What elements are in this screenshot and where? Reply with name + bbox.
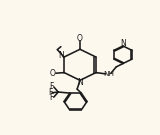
- Text: NH: NH: [103, 71, 114, 77]
- Text: F: F: [48, 88, 52, 97]
- Text: O: O: [77, 34, 83, 43]
- Text: F: F: [49, 93, 54, 102]
- Text: N: N: [120, 39, 126, 48]
- Text: O: O: [50, 69, 56, 78]
- Text: N: N: [58, 51, 64, 60]
- Text: N: N: [77, 78, 83, 87]
- Text: F: F: [49, 82, 54, 91]
